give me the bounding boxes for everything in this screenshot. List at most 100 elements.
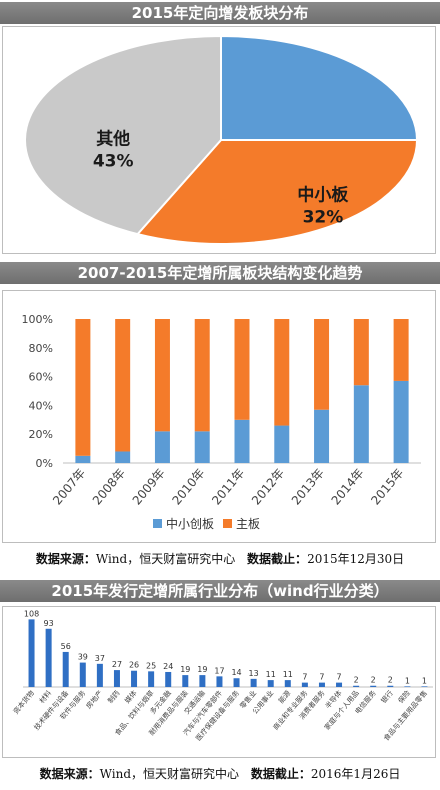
industry-bar-17 (319, 683, 325, 687)
industry-bar-9 (182, 675, 188, 687)
bar-smb-7 (354, 385, 369, 463)
bar-main-8 (394, 319, 409, 381)
bar-main-6 (314, 319, 329, 410)
industry-bar-1 (46, 629, 52, 687)
bar-main-4 (235, 319, 250, 420)
industry-value-label: 19 (197, 665, 207, 674)
bar-smb-4 (235, 420, 250, 463)
legend-swatch-0 (153, 519, 162, 528)
pie-slice-name-1: 中小板 (297, 184, 349, 205)
legend-label-1: 主板 (236, 517, 260, 531)
pie-slice-value-2: 43% (93, 151, 134, 171)
industry-value-label: 1 (422, 676, 427, 685)
industry-bar-19 (353, 686, 359, 687)
industry-bar-0 (29, 619, 35, 687)
x-tick-label: 2015年 (368, 466, 406, 508)
industry-bar-chart: 108资本货物93材料56技术硬件与设备39软件与服务37房地产27制药26媒体… (3, 607, 435, 757)
stack-title: 2007-2015年定增所属板块结构变化趋势 (0, 262, 440, 284)
industry-bar-2 (63, 652, 69, 687)
industry-bar-12 (234, 678, 240, 687)
industry-bar-16 (302, 683, 308, 687)
industry-value-label: 7 (336, 673, 341, 682)
y-tick-label: 0% (36, 457, 53, 470)
industry-category-label: 资本货物 (11, 689, 36, 716)
industry-value-label: 2 (388, 676, 393, 685)
industry-bar-13 (251, 679, 257, 687)
x-tick-label: 2011年 (209, 466, 247, 508)
industry-bar-10 (199, 675, 205, 687)
x-tick-label: 2008年 (90, 466, 128, 508)
industry-value-label: 19 (180, 665, 190, 674)
industry-bar-6 (131, 671, 137, 687)
industry-category-label: 材料 (37, 689, 53, 706)
industry-value-label: 1 (405, 676, 410, 685)
bar-main-5 (274, 319, 289, 426)
bar-smb-8 (394, 381, 409, 463)
x-tick-label: 2014年 (329, 466, 367, 508)
industry-category-label: 能源 (276, 689, 292, 706)
y-tick-label: 100% (22, 313, 53, 326)
industry-value-label: 56 (61, 642, 71, 651)
industry-value-label: 26 (129, 661, 139, 670)
pie-slice-0 (221, 36, 417, 140)
pie-slice-name-2: 其他 (96, 128, 130, 149)
industry-bar-5 (114, 670, 120, 687)
pie-title: 2015年定向增发板块分布 (0, 2, 440, 24)
industry-bar-20 (370, 686, 376, 687)
industry-value-label: 7 (319, 673, 324, 682)
bar-smb-1 (115, 451, 130, 463)
bar-main-0 (75, 319, 90, 456)
x-tick-label: 2007年 (50, 466, 88, 508)
industry-value-label: 11 (283, 670, 293, 679)
bar-smb-6 (314, 410, 329, 463)
industry-bar-14 (268, 680, 274, 687)
pie-slice-value-1: 32% (303, 207, 344, 227)
stack-panel: 0% 20% 40% 60% 80% 100% 2007年 2008年 2009年 2010年 20… (2, 290, 436, 543)
industry-value-label: 17 (214, 666, 224, 675)
industry-value-label: 2 (371, 676, 376, 685)
industry-value-label: 11 (266, 670, 276, 679)
industry-value-label: 25 (146, 661, 156, 670)
x-tick-label: 2013年 (289, 466, 327, 508)
y-tick-label: 20% (29, 428, 53, 441)
bar-smb-0 (75, 456, 90, 463)
legend-swatch-1 (223, 519, 232, 528)
industry-value-label: 39 (78, 653, 88, 662)
bar-smb-3 (195, 431, 210, 463)
industry-bar-11 (216, 676, 222, 687)
bar-main-7 (354, 319, 369, 385)
industry-bar-21 (387, 686, 393, 687)
bar-smb-5 (274, 426, 289, 463)
industry-panel: 108 资本货物 93 材料 56 技术硬件与设备 39 软件与服务 37 房地产 27 制药 26 媒体… (2, 606, 436, 758)
source-note-2: 数据来源：Wind，恒天财富研究中心 数据截止：2016年1月26日 (0, 765, 440, 782)
industry-bar-15 (285, 680, 291, 687)
y-tick-label: 80% (29, 342, 53, 355)
industry-value-label: 14 (231, 668, 241, 677)
industry-value-label: 24 (163, 662, 173, 671)
legend-label-0: 中小创板 (166, 516, 214, 531)
industry-bar-4 (97, 664, 103, 687)
bar-smb-2 (155, 431, 170, 463)
y-tick-label: 40% (29, 399, 53, 412)
industry-bar-3 (80, 663, 86, 687)
industry-value-label: 27 (112, 660, 122, 669)
stacked-bar-chart: 0%20%40%60%80%100%2007年 2008年 2009年 2010年 20… (3, 291, 435, 542)
industry-bar-7 (148, 671, 154, 687)
industry-category-label: 保险 (396, 689, 412, 706)
industry-category-label: 房地产 (84, 689, 104, 711)
industry-bar-18 (336, 683, 342, 687)
industry-title: 2015年发行定增所属行业分布（wind行业分类） (0, 580, 440, 602)
bar-main-2 (155, 319, 170, 431)
industry-bar-23 (421, 686, 427, 687)
y-tick-label: 60% (29, 371, 53, 384)
industry-value-label: 108 (24, 609, 39, 618)
source-note-1: 数据来源：Wind，恒天财富研究中心 数据截止：2015年12月30日 (0, 550, 440, 567)
bar-main-3 (195, 319, 210, 431)
industry-value-label: 37 (95, 654, 105, 663)
industry-value-label: 7 (302, 673, 307, 682)
bar-main-1 (115, 319, 130, 451)
industry-value-label: 13 (249, 669, 259, 678)
x-tick-label: 2012年 (249, 466, 287, 508)
